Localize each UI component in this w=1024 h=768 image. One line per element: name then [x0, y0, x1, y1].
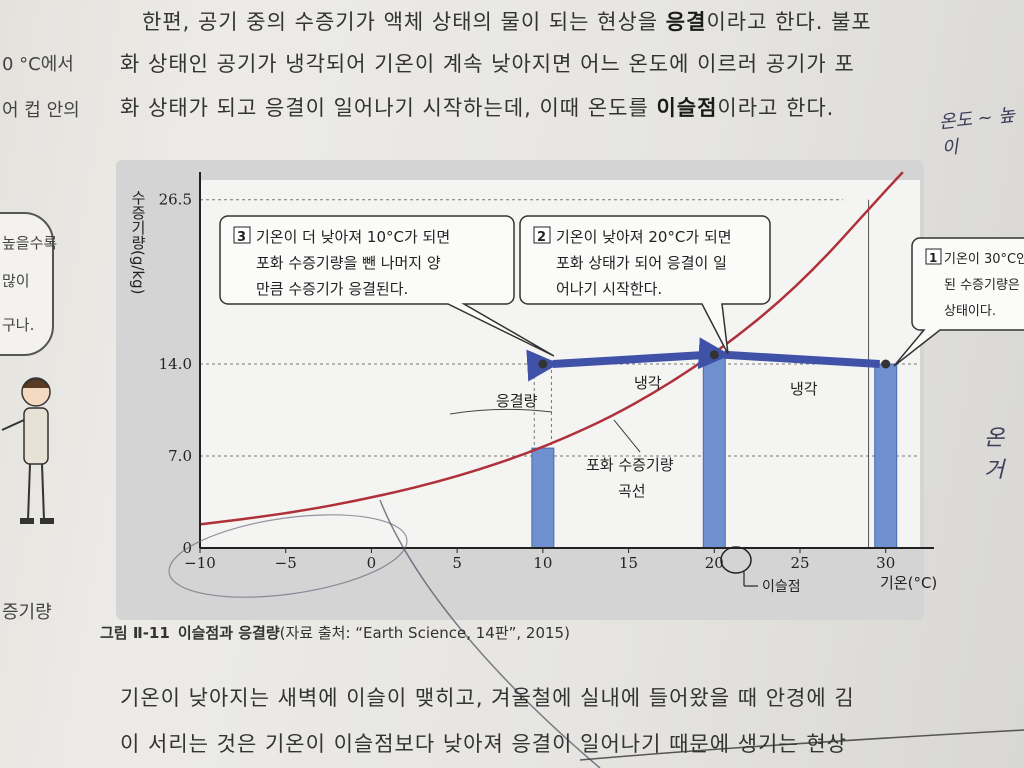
term-dew-point: 이슬점: [656, 96, 718, 120]
paragraph-bottom-line-1: 기온이 낮아지는 새벽에 이슬이 맺히고, 겨울철에 실내에 들어왔을 때 안경…: [120, 686, 855, 710]
margin-bottom-text: 증기량: [2, 602, 52, 623]
paragraph-line-2: 화 상태인 공기가 냉각되어 기온이 계속 낮아지면 어느 온도에 이르러 공기…: [120, 52, 855, 76]
figure-title: 이슬점과 응결량: [177, 624, 280, 642]
bubble-line-3: 구나.: [2, 316, 35, 334]
svg-text:1: 1: [929, 251, 937, 265]
x-tick-label-8: 30: [876, 554, 895, 572]
term-condensation: 응결: [665, 10, 707, 34]
y-axis-label: 수증기량(g/kg): [129, 190, 147, 295]
y-tick-label-2: 14.0: [159, 355, 192, 373]
svg-text:어나기 시작한다.: 어나기 시작한다.: [556, 280, 662, 298]
state-point-1: [709, 350, 719, 360]
curve-label-leader: [613, 419, 641, 453]
svg-text:기온이 30°C인: 기온이 30°C인: [944, 252, 1024, 267]
bubble-line-2: 많이: [2, 272, 30, 290]
x-tick-label-3: 5: [452, 554, 462, 572]
svg-text:된 수증기량은: 된 수증기량은: [944, 278, 1020, 293]
bar-1: [702, 354, 726, 549]
x-tick-label-5: 15: [619, 554, 638, 572]
cooling-label-2: 냉각: [790, 380, 818, 398]
state-point-2: [881, 359, 891, 369]
pen-underline: [579, 729, 1024, 761]
bar-2: [874, 363, 898, 549]
speech-bubble: [0, 212, 54, 356]
x-axis-label: 기온(°C): [880, 574, 937, 592]
svg-text:만큼 수증기가 응결된다.: 만큼 수증기가 응결된다.: [256, 280, 408, 298]
student-illustration: [1, 377, 54, 524]
paragraph-bottom-line-2: 이 서리는 것은 기온이 이슬점보다 낮아져 응결이 일어나기 때문에 생기는 …: [120, 732, 847, 756]
figure-number: 그림 Ⅱ-11: [100, 624, 170, 642]
bubble-line-1: 높을수록: [2, 234, 58, 252]
y-tick-label-3: 26.5: [159, 191, 192, 209]
svg-text:기온이 낮아져 20°C가 되면: 기온이 낮아져 20°C가 되면: [556, 228, 732, 246]
bar-0: [531, 447, 555, 549]
x-tick-label-7: 25: [790, 554, 809, 572]
saturation-curve: [199, 171, 904, 526]
x-tick-label-1: −5: [275, 554, 297, 572]
curve-label-line-2: 곡선: [618, 482, 646, 500]
paragraph-line-3: 화 상태가 되고 응결이 일어나기 시작하는데, 이때 온도를 이슬점이라고 한…: [120, 96, 835, 120]
figure-caption: 그림 Ⅱ-11 이슬점과 응결량(자료 출처: “Earth Science, 1…: [100, 622, 570, 643]
svg-text:2: 2: [537, 230, 546, 245]
y-tick-label-1: 7.0: [168, 447, 192, 465]
svg-text:3: 3: [237, 230, 246, 245]
cooling-arrow-1: [526, 349, 709, 382]
cooling-label-1: 냉각: [634, 374, 662, 392]
pencil-stroke: [379, 499, 601, 768]
svg-text:상태이다.: 상태이다.: [944, 304, 996, 319]
curve-label-line-1: 포화 수증기량: [586, 456, 674, 474]
x-tick-label-0: −10: [184, 554, 216, 572]
handwritten-note-2: 온거: [984, 426, 1005, 483]
pencil-scribble: [168, 514, 408, 598]
condensation-leader: [449, 408, 553, 415]
dew-point-label: 이슬점: [762, 579, 801, 595]
figure-source: (자료 출처: “Earth Science, 14판”, 2015): [279, 624, 570, 642]
x-tick-label-6: 20: [705, 554, 724, 572]
x-tick-label-4: 10: [533, 554, 552, 572]
svg-text:기온이 더 낮아져 10°C가 되면: 기온이 더 낮아져 10°C가 되면: [256, 228, 450, 246]
margin-line-2: 어 컵 안의: [2, 100, 80, 121]
cooling-arrow-0: [697, 337, 880, 370]
state-point-0: [538, 359, 548, 369]
x-tick-label-2: 0: [367, 554, 377, 572]
svg-text:포화 수증기량을 뺀 나머지 양: 포화 수증기량을 뺀 나머지 양: [256, 254, 441, 272]
svg-text:포화 상태가 되어 응결이 일: 포화 상태가 되어 응결이 일: [556, 254, 727, 272]
callout-3: 3 기온이 더 낮아져 10°C가 되면 포화 수증기량을 뺀 나머지 양 만큼…: [219, 215, 555, 357]
condensation-label: 응결량: [496, 392, 538, 410]
paragraph-line-1: 한편, 공기 중의 수증기가 액체 상태의 물이 되는 현상을 응결이라고 한다…: [142, 10, 872, 34]
callout-2: 2 기온이 낮아져 20°C가 되면 포화 상태가 되어 응결이 일 어나기 시…: [519, 215, 771, 355]
margin-line-1: 0 °C에서: [2, 54, 74, 75]
callout-1: 1 기온이 30°C인 된 수증기량은 상태이다.: [893, 237, 1024, 367]
dew-point-circle: [720, 546, 752, 574]
